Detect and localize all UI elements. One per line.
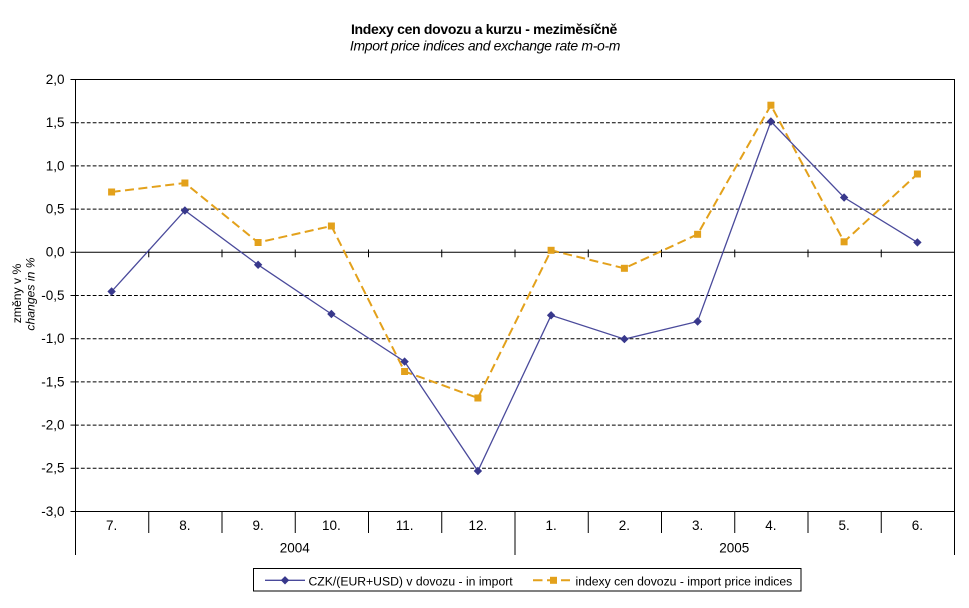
svg-text:11.: 11. <box>396 518 414 533</box>
svg-text:5.: 5. <box>838 518 849 533</box>
svg-text:8.: 8. <box>179 518 190 533</box>
svg-text:10.: 10. <box>322 518 341 533</box>
svg-text:-2,5: -2,5 <box>41 461 64 476</box>
svg-text:Import price indices and excha: Import price indices and exchange rate m… <box>350 38 621 54</box>
svg-text:6.: 6. <box>912 518 923 533</box>
svg-text:changes in %: changes in % <box>24 257 38 330</box>
svg-text:2005: 2005 <box>719 541 749 556</box>
svg-text:0,5: 0,5 <box>46 202 65 217</box>
svg-text:1,0: 1,0 <box>46 158 65 173</box>
svg-text:-2,0: -2,0 <box>41 418 64 433</box>
svg-text:-1,5: -1,5 <box>41 374 64 389</box>
svg-text:2004: 2004 <box>280 541 311 556</box>
svg-text:4.: 4. <box>765 518 776 533</box>
svg-text:CZK/(EUR+USD) v dovozu - in im: CZK/(EUR+USD) v dovozu - in import <box>309 575 514 589</box>
svg-text:změny v %: změny v % <box>10 264 24 324</box>
svg-text:Indexy cen dovozu a kurzu - me: Indexy cen dovozu a kurzu - meziměsíčně <box>351 21 618 37</box>
svg-text:1.: 1. <box>545 518 556 533</box>
svg-text:12.: 12. <box>468 518 487 533</box>
svg-text:9.: 9. <box>252 518 263 533</box>
svg-text:7.: 7. <box>106 518 117 533</box>
svg-text:2,0: 2,0 <box>46 72 65 87</box>
svg-text:2.: 2. <box>619 518 630 533</box>
svg-text:1,5: 1,5 <box>46 115 65 130</box>
svg-text:-0,5: -0,5 <box>41 288 64 303</box>
svg-text:-3,0: -3,0 <box>41 504 64 519</box>
svg-text:3.: 3. <box>692 518 703 533</box>
svg-text:0,0: 0,0 <box>46 245 65 260</box>
svg-text:indexy cen dovozu - import pri: indexy cen dovozu - import price indices <box>576 575 793 589</box>
svg-text:-1,0: -1,0 <box>41 331 64 346</box>
